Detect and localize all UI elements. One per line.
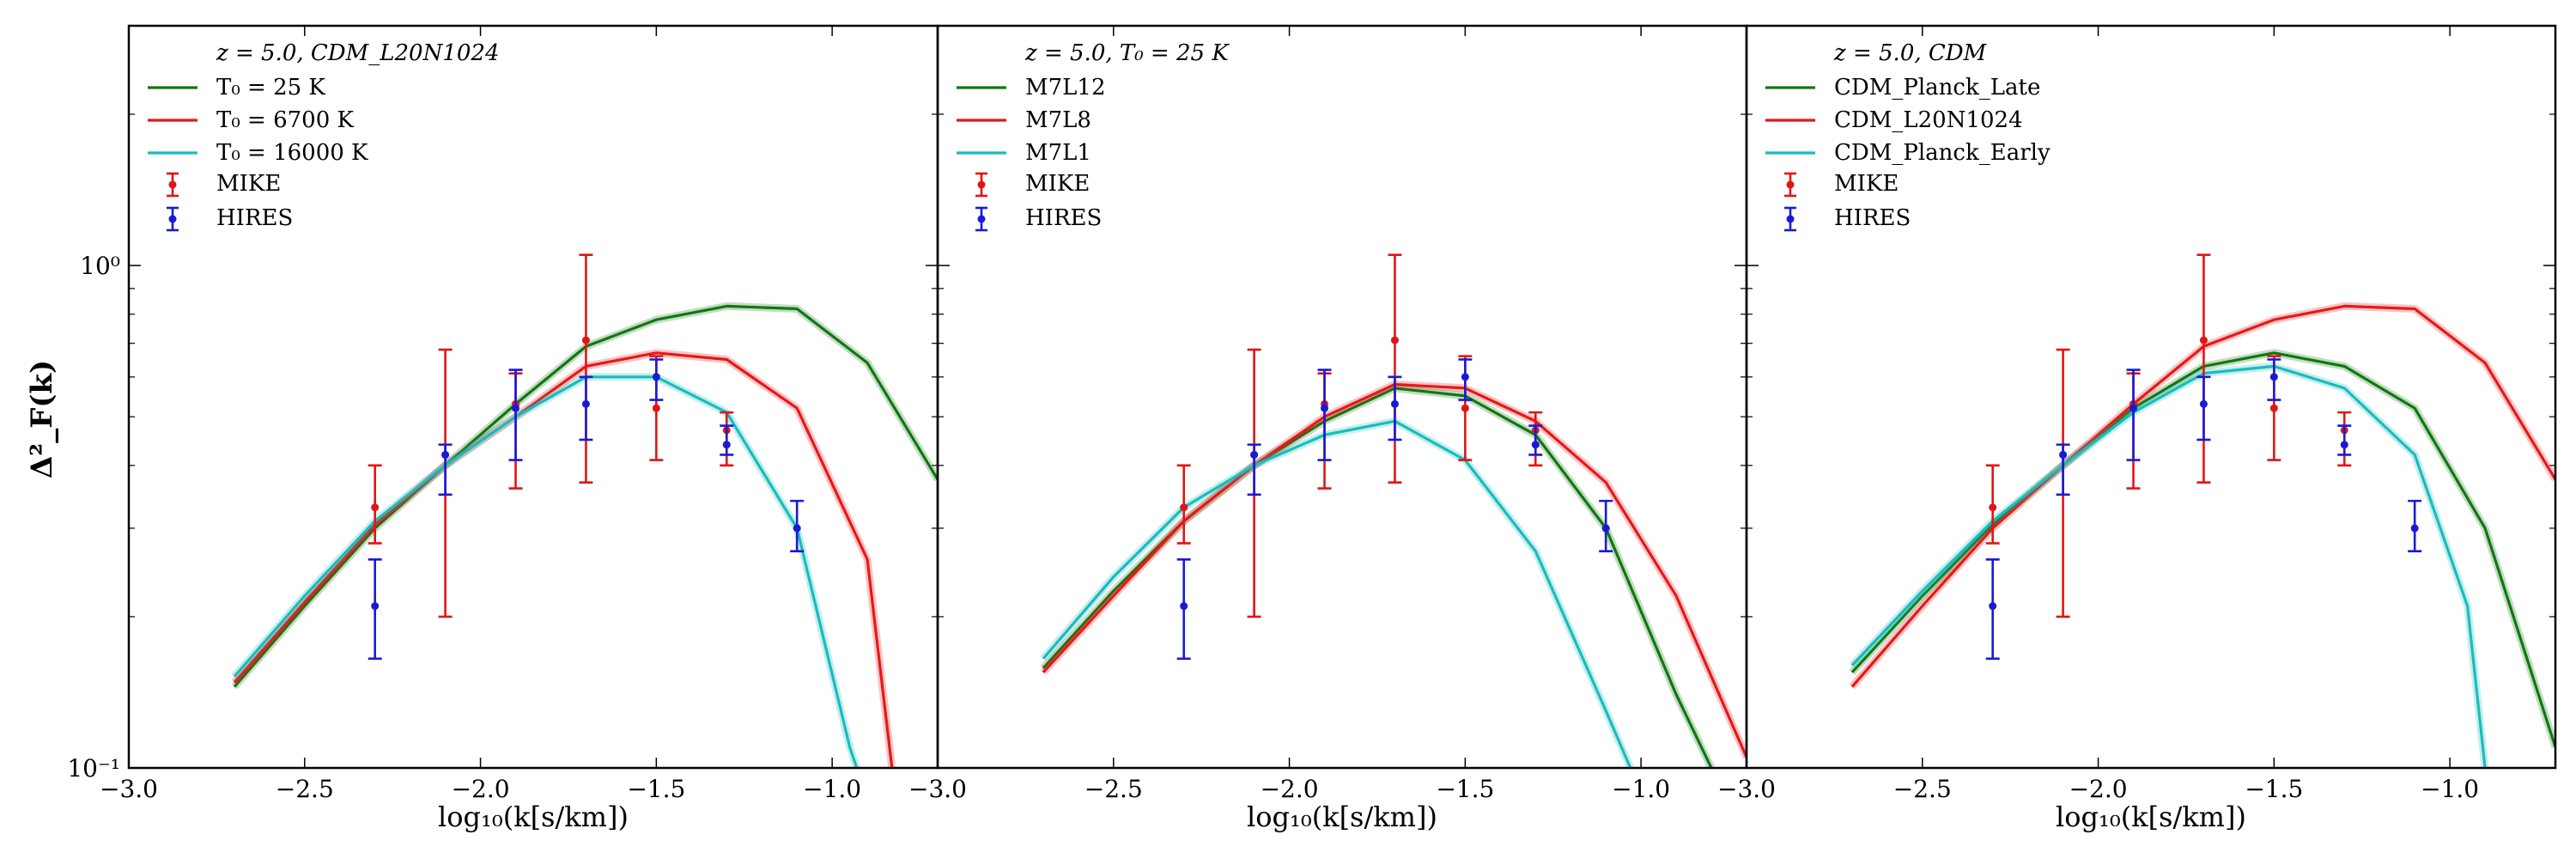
legend-entry: M7L8 [1025,107,1091,133]
legend-entry: MIKE [216,171,281,197]
legend-entry: T₀ = 16000 K [216,140,368,166]
x-tick-label: −1.0 [803,775,861,803]
legend: z = 5.0, CDM CDM_Planck_Late CDM_L20N1024 C… [1765,40,2050,232]
y-tick-label: 10⁰ [80,252,120,280]
panel-2: −3.0 −2.5 −2.0 −1.5 −1.0 log₁₀(k[s/km]) z = 5.… [908,24,1748,833]
x-tick-label: −1.0 [2421,775,2479,803]
series-line [1042,387,1713,768]
data-point [1461,404,1469,412]
legend-entry: CDM_L20N1024 [1834,107,2023,133]
legend: z = 5.0, CDM_L20N1024 T₀ = 25 K T₀ = 6700 … [148,40,500,232]
data-point [1321,404,1329,412]
legend-entry: T₀ = 25 K [216,75,325,101]
x-axis-label: log₁₀(k[s/km]) [438,801,629,833]
series-band [1040,384,1716,768]
legend-title: z = 5.0, T₀ = 25 K [1024,40,1230,66]
y-tick-label: 10⁻¹ [67,754,120,783]
data-point [581,399,590,408]
data-point [371,602,380,611]
x-axis-label: log₁₀(k[s/km]) [1247,801,1437,833]
data-point [581,336,590,344]
x-tick-label: −2.5 [1084,775,1143,803]
panel-frame [1745,24,2557,770]
series-band [1040,417,1634,768]
errorbar-hires [1985,358,2422,661]
legend-marker [977,180,986,189]
data-point [441,450,450,459]
legend-title: z = 5.0, CDM [1833,40,1988,66]
errorbar-mike [1176,253,1543,618]
data-point [2059,450,2068,459]
legend-marker [168,180,177,189]
x-tick-label: −3.0 [908,775,967,803]
legend: z = 5.0, T₀ = 25 K M7L12 M7L8 M7L1 MIKE HIRES [957,40,1230,232]
legend-entry: M7L12 [1025,75,1106,101]
legend-marker [168,215,177,223]
data-point [2199,399,2208,408]
errorbar-hires [368,358,805,661]
data-point [1989,503,1997,512]
data-point [1180,602,1188,611]
legend-entry: MIKE [1834,171,1899,197]
legend-entry: HIRES [1025,205,1102,231]
x-tick-label: −2.0 [452,775,510,803]
data-point [1390,336,1399,344]
data-point [2269,404,2278,412]
x-tick-label: −1.5 [1436,775,1494,803]
legend-entry: HIRES [216,205,293,231]
data-point [1461,373,1469,381]
x-tick-label: −3.0 [1717,775,1776,803]
data-point [2340,441,2348,449]
series-line [233,375,859,768]
data-point [2199,336,2208,344]
panel-1: −3.0 −2.5 −2.0 −1.5 −1.0 10⁰ 10⁻¹ log₁₀(k[s/km]… [67,24,939,833]
x-tick-label: −2.5 [276,775,334,803]
data-point [652,373,660,381]
x-axis-label: log₁₀(k[s/km]) [2056,801,2246,833]
data-point [371,503,380,512]
data-point [793,524,801,533]
data-point [1390,399,1399,408]
legend-marker [1786,215,1795,223]
data-point [1531,441,1540,449]
panel-3: −3.0 −2.5 −2.0 −1.5 −1.0 log₁₀(k[s/km]) z = 5.… [1717,24,2557,833]
legend-marker [1786,180,1795,189]
data-point [1250,450,1259,459]
data-point [652,404,660,412]
x-tick-label: −2.0 [1261,775,1319,803]
x-tick-label: −2.0 [2069,775,2128,803]
legend-entry: T₀ = 6700 K [216,107,355,133]
data-point [1601,524,1610,533]
errorbar-mike [1985,253,2352,618]
legend-entry: HIRES [1834,205,1911,231]
data-point [2410,524,2419,533]
data-point [722,441,731,449]
errorbar-mike [368,253,734,618]
data-point [2269,373,2278,381]
data-point [1989,602,1997,611]
x-tick-label: −1.0 [1612,775,1670,803]
series-line [1042,419,1632,768]
x-tick-label: −3.0 [100,775,158,803]
legend-title: z = 5.0, CDM_L20N1024 [216,40,500,66]
data-point [1180,503,1188,512]
y-axis-label: Δ²_F(k) [25,360,59,478]
x-tick-label: −1.5 [627,775,685,803]
x-tick-label: −2.5 [1893,775,1952,803]
data-point [2129,404,2138,412]
legend-entry: M7L1 [1025,140,1091,166]
data-point [512,404,520,412]
legend-entry: MIKE [1025,171,1090,197]
x-tick-label: −1.5 [2245,775,2303,803]
legend-entry: CDM_Planck_Late [1834,75,2040,101]
errorbar-hires [1176,358,1613,661]
legend-marker [977,215,986,223]
legend-entry: CDM_Planck_Early [1834,140,2050,166]
